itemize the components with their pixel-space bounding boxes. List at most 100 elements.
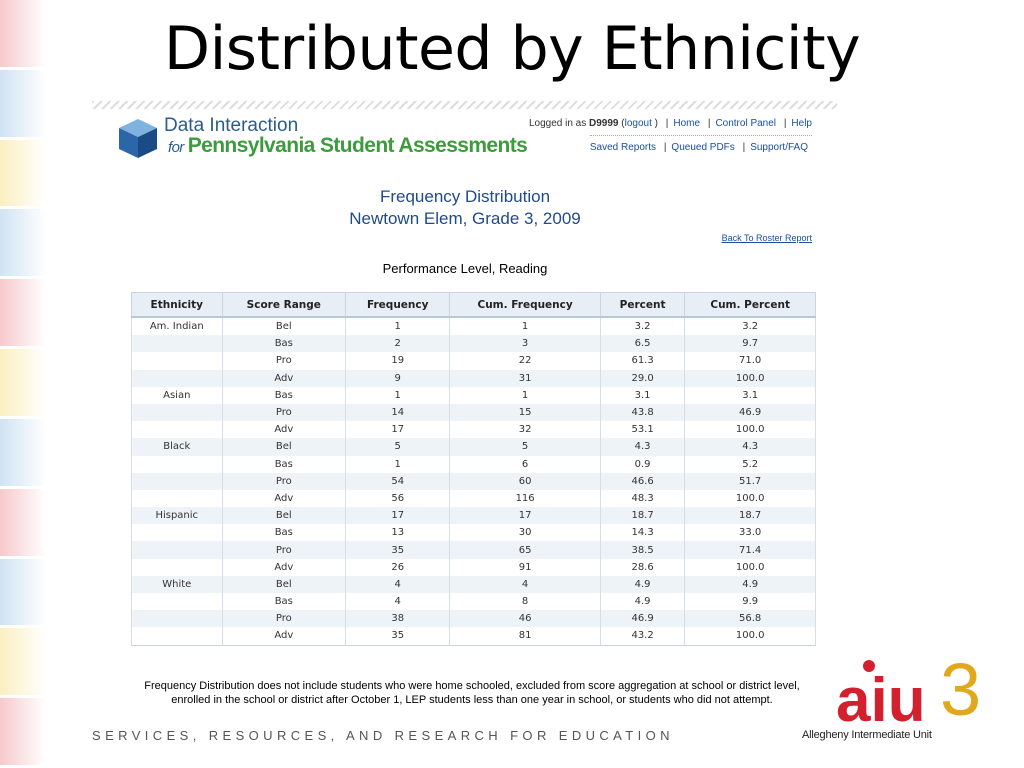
report-title-line1: Frequency Distribution: [379, 187, 551, 206]
cell-ethnicity: [131, 627, 223, 646]
decorative-border: [92, 101, 837, 109]
report-title: Frequency Distribution Newtown Elem, Gra…: [0, 186, 930, 230]
saved-reports-link[interactable]: Saved Reports: [589, 142, 657, 153]
report-footnote: Frequency Distribution does not include …: [114, 679, 830, 707]
aiu-caption: Allegheny Intermediate Unit: [802, 729, 932, 741]
cell-frequency: 4: [345, 593, 451, 611]
cell-score-range: Pro: [221, 403, 347, 422]
cell-cum-percent: 4.3: [684, 438, 816, 456]
cell-percent: 0.9: [599, 455, 686, 473]
queued-pdfs-link[interactable]: Queued PDFs: [671, 142, 735, 153]
cell-cum-frequency: 60: [449, 472, 601, 490]
help-link[interactable]: Help: [791, 118, 812, 129]
cell-percent: 18.7: [599, 507, 686, 525]
cell-cum-percent: 71.4: [684, 541, 816, 559]
table-body: Am. Indian Bel 1 1 3.2 3.2 Bas 2 3 6.5 9.7 Pro 19 22 6…: [131, 317, 816, 646]
cell-frequency: 1: [345, 455, 451, 473]
app-logo-name: Pennsylvania Student Assessments: [187, 134, 528, 157]
cell-percent: 6.5: [599, 335, 686, 353]
cell-cum-percent: 71.0: [684, 352, 816, 370]
cell-frequency: 17: [345, 421, 451, 439]
cell-score-range: Adv: [221, 558, 347, 576]
cell-ethnicity: [131, 489, 223, 508]
app-logo-line1: Data Interaction: [164, 115, 299, 136]
stripe: [0, 209, 46, 277]
aiu-logo: aiu 3: [836, 657, 981, 735]
user-id: D9999: [589, 118, 619, 129]
table-row: Pro 14 15 43.8 46.9: [131, 403, 816, 422]
table-row: Adv 17 32 53.1 100.0: [131, 421, 816, 439]
cell-ethnicity: [131, 421, 223, 439]
column-header-cum-percent: Cum. Percent: [684, 292, 816, 318]
cell-score-range: Pro: [221, 352, 347, 370]
cell-cum-percent: 100.0: [684, 421, 816, 439]
cell-frequency: 5: [345, 438, 451, 456]
cell-score-range: Adv: [221, 489, 347, 508]
cell-frequency: 2: [345, 335, 451, 353]
stripe: [0, 418, 46, 486]
cell-cum-frequency: 116: [449, 489, 601, 508]
decorative-stripes: [0, 0, 46, 768]
cell-ethnicity: Am. Indian: [131, 317, 223, 336]
cell-frequency: 38: [345, 610, 451, 628]
cell-cum-frequency: 91: [449, 558, 601, 576]
cell-cum-percent: 9.7: [684, 335, 816, 353]
cell-percent: 14.3: [599, 524, 686, 542]
cell-percent: 53.1: [599, 421, 686, 439]
cell-cum-frequency: 15: [449, 403, 601, 422]
support-faq-link[interactable]: Support/FAQ: [750, 142, 808, 153]
cell-score-range: Bas: [221, 335, 347, 353]
cell-cum-percent: 100.0: [684, 369, 816, 387]
header-divider: [590, 135, 812, 136]
cell-cum-percent: 33.0: [684, 524, 816, 542]
table-row: Adv 35 81 43.2 100.0: [131, 627, 816, 646]
cell-score-range: Pro: [221, 610, 347, 628]
logout-link[interactable]: logout: [624, 118, 652, 129]
cell-cum-frequency: 32: [449, 421, 601, 439]
cell-ethnicity: [131, 524, 223, 542]
cell-cum-percent: 4.9: [684, 575, 816, 593]
table-row: Bas 4 8 4.9 9.9: [131, 593, 816, 611]
cell-frequency: 19: [345, 352, 451, 370]
table-row: Asian Bas 1 1 3.1 3.1: [131, 386, 816, 404]
cell-score-range: Pro: [221, 541, 347, 559]
cell-cum-percent: 46.9: [684, 403, 816, 422]
report-subtitle: Performance Level, Reading: [382, 261, 548, 276]
table-row: Adv 26 91 28.6 100.0: [131, 558, 816, 576]
app-logo-for: for: [168, 139, 184, 156]
column-header-score-range: Score Range: [221, 292, 347, 318]
cell-percent: 29.0: [599, 369, 686, 387]
cell-frequency: 54: [345, 472, 451, 490]
home-link[interactable]: Home: [673, 118, 701, 129]
cell-cum-percent: 5.2: [684, 455, 816, 473]
column-header-percent: Percent: [599, 292, 686, 318]
cell-cum-percent: 51.7: [684, 472, 816, 490]
cell-cum-frequency: 46: [449, 610, 601, 628]
cell-cum-percent: 18.7: [684, 507, 816, 525]
stripe: [0, 488, 46, 556]
stripe: [0, 69, 46, 137]
table-row: Pro 35 65 38.5 71.4: [131, 541, 816, 559]
cell-ethnicity: [131, 472, 223, 490]
table-row: Bas 2 3 6.5 9.7: [131, 335, 816, 353]
stripe: [0, 628, 46, 696]
cell-cum-percent: 9.9: [684, 593, 816, 611]
cell-ethnicity: [131, 593, 223, 611]
app-logo-line2: for Pennsylvania Student Assessments: [168, 134, 528, 158]
control-panel-link[interactable]: Control Panel: [715, 118, 777, 129]
cell-frequency: 1: [345, 317, 451, 336]
cell-frequency: 14: [345, 403, 451, 422]
cell-frequency: 1: [345, 386, 451, 404]
table-header-row: Ethnicity Score Range Frequency Cum. Fre…: [131, 292, 816, 318]
stripe: [0, 558, 46, 626]
aiu-logo-text: aiu: [836, 666, 926, 735]
back-to-roster-link[interactable]: Back To Roster Report: [721, 233, 812, 243]
cell-cum-frequency: 6: [449, 455, 601, 473]
table-row: Black Bel 5 5 4.3 4.3: [131, 438, 816, 456]
cell-percent: 46.9: [599, 610, 686, 628]
cell-ethnicity: Black: [131, 438, 223, 456]
cell-ethnicity: [131, 369, 223, 387]
cell-ethnicity: [131, 610, 223, 628]
cell-score-range: Bas: [221, 386, 347, 404]
account-links: Logged in as D9999 (logout ) | Home | Cont…: [528, 118, 812, 129]
